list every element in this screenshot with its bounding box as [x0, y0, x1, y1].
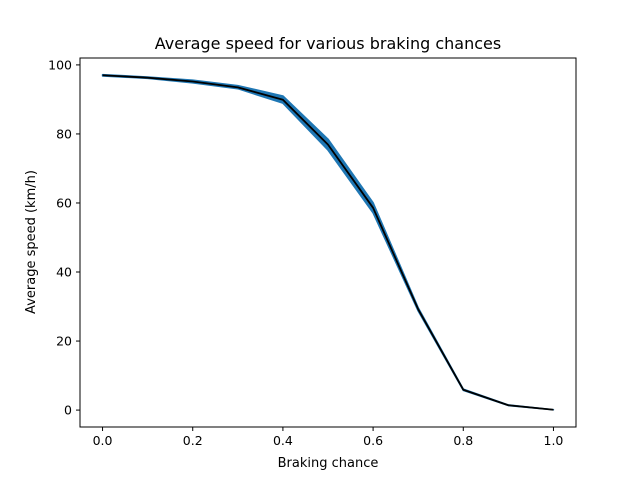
mean-speed-line	[102, 74, 554, 411]
y-tick-label: 0	[64, 403, 72, 418]
mean-line-group	[102, 74, 554, 411]
x-tick-label: 0.2	[183, 433, 203, 448]
x-tick-label: 0.0	[93, 433, 113, 448]
y-tick-label: 20	[56, 334, 72, 349]
x-axis-ticks: 0.0 0.2 0.4 0.6 0.8 1.0	[93, 427, 564, 448]
x-tick-label: 0.6	[363, 433, 383, 448]
x-tick-label: 1.0	[544, 433, 564, 448]
x-tick-label: 0.8	[453, 433, 473, 448]
x-tick-label: 0.4	[273, 433, 293, 448]
y-axis-label: Average speed (km/h)	[24, 170, 39, 314]
y-tick-label: 40	[56, 265, 72, 280]
y-tick-label: 80	[56, 126, 72, 141]
x-axis-label: Braking chance	[278, 456, 379, 471]
y-tick-label: 60	[56, 195, 72, 210]
y-axis-ticks: 0 20 40 60 80 100	[48, 57, 80, 418]
plot-frame	[79, 57, 577, 428]
chart-title: Average speed for various braking chance…	[155, 34, 501, 53]
y-tick-label: 100	[48, 57, 72, 72]
